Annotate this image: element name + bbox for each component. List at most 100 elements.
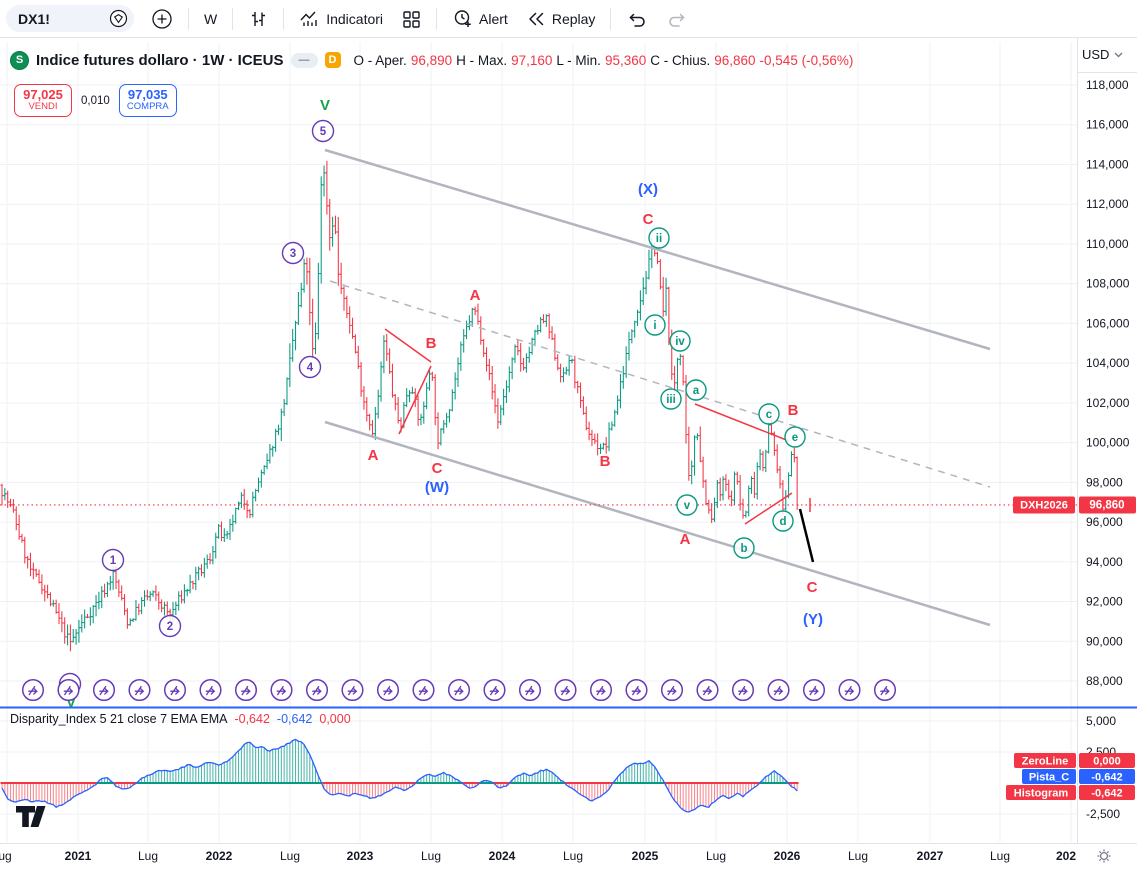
price-tick-label: 104,000 — [1086, 356, 1130, 370]
trendline-drawing[interactable] — [384, 328, 432, 363]
time-tick-label[interactable]: 2024 — [489, 849, 516, 863]
time-tick-label[interactable]: Lug — [706, 849, 726, 863]
indicator-legend[interactable]: Disparity_Index 5 21 close 7 EMA EMA -0,… — [10, 712, 351, 726]
trendline-drawing[interactable] — [398, 365, 432, 435]
wave-label-text: b — [740, 543, 747, 555]
contract-rollover-icon — [383, 685, 393, 696]
contract-rollover-icon[interactable] — [199, 678, 222, 702]
contract-rollover-icon[interactable] — [234, 678, 258, 702]
replay-button[interactable]: Replay — [517, 4, 605, 34]
timeframe-button[interactable]: W — [195, 4, 226, 34]
time-axis-background[interactable] — [0, 844, 1137, 869]
histogram-positive — [98, 739, 787, 783]
replay-rewind-icon — [526, 9, 546, 29]
time-tick-label[interactable]: 2022 — [206, 849, 233, 863]
gear-icon — [1099, 851, 1109, 861]
contract-rollover-icon[interactable] — [341, 678, 364, 702]
toolbar-divider — [188, 7, 189, 30]
price-axis-background[interactable] — [1077, 38, 1137, 869]
trendline-drawing[interactable] — [694, 403, 790, 442]
time-tick-label[interactable]: Lug — [848, 849, 868, 863]
contract-rollover-icon[interactable] — [838, 678, 861, 702]
wave-label-circle — [784, 426, 806, 448]
contract-rollover-icon[interactable] — [483, 678, 506, 702]
indicator-badge-value — [1079, 753, 1135, 768]
symbol-title[interactable]: Indice futures dollaro · 1W · ICEUS — [36, 51, 284, 69]
wave-label-text: i — [653, 320, 656, 332]
trendline-drawing[interactable] — [324, 420, 991, 627]
add-symbol-button[interactable] — [142, 4, 182, 34]
indicator-badge-value-text: 0,000 — [1093, 756, 1121, 768]
contract-rollover-icon[interactable] — [554, 678, 577, 702]
toolbar-divider — [232, 7, 234, 30]
contract-rollover-icon[interactable] — [802, 678, 826, 702]
time-tick-label[interactable]: Lug — [421, 849, 441, 863]
wave-label-text: 5 — [320, 126, 327, 138]
high-value: 97,160 — [511, 52, 553, 68]
price-tick-label: 100,000 — [1086, 436, 1130, 450]
trendline-drawing[interactable] — [798, 508, 815, 563]
contract-rollover-icon[interactable] — [92, 678, 116, 702]
contract-rollover-icon[interactable] — [447, 678, 471, 702]
time-tick-label[interactable]: 2026 — [774, 849, 801, 863]
time-tick-label[interactable]: Lug — [138, 849, 158, 863]
indicator-badge-name-text: Pista_C — [1029, 772, 1069, 784]
contract-rollover-icon[interactable] — [660, 678, 684, 702]
contract-rollover-icon[interactable] — [767, 678, 790, 702]
time-tick-label[interactable]: 2021 — [65, 849, 92, 863]
contract-rollover-icon[interactable] — [305, 678, 329, 702]
time-tick-label[interactable]: 2027 — [917, 849, 944, 863]
contract-rollover-icon[interactable] — [518, 678, 542, 702]
time-tick-label[interactable]: Lug — [990, 849, 1010, 863]
contract-rollover-icon[interactable] — [376, 678, 400, 702]
buy-button[interactable]: 97,035 COMPRA — [118, 84, 177, 117]
indicator-value-pista: -0,642 — [276, 712, 313, 726]
contract-rollover-icon[interactable] — [270, 678, 293, 702]
indicators-button[interactable]: Indicatori — [290, 4, 392, 34]
wave-label: a — [685, 379, 707, 401]
legend-collapse-button[interactable]: — — [290, 52, 318, 68]
contract-rollover-icon[interactable] — [21, 678, 45, 702]
price-tick-label: 96,000 — [1086, 515, 1123, 529]
currency-selector[interactable]: USD — [1082, 47, 1123, 62]
contract-rollover-icon — [99, 685, 109, 696]
contract-rollover-icon[interactable] — [128, 678, 151, 702]
trendline-drawing[interactable] — [744, 492, 793, 525]
time-tick-label[interactable]: 2023 — [347, 849, 374, 863]
contract-rollover-icon[interactable] — [412, 678, 435, 702]
contract-rollover-icon — [489, 685, 500, 696]
wave-label-text: B — [788, 402, 799, 419]
trendline-drawing[interactable] — [324, 148, 991, 351]
layout-grid-button[interactable] — [392, 4, 430, 34]
contract-rollover-icon[interactable] — [57, 678, 80, 702]
alert-button[interactable]: Alert — [443, 4, 517, 34]
time-tick-label[interactable]: 2025 — [632, 849, 659, 863]
wave-label: C — [432, 460, 443, 477]
time-tick-label[interactable]: Lug — [563, 849, 583, 863]
redo-button[interactable] — [657, 4, 697, 34]
chart-canvas[interactable]: V53412V5(X)CiiiiviiiavcedbBAC(Y)ABC(W)AB… — [0, 38, 1137, 869]
chart-style-button[interactable] — [239, 4, 277, 34]
contract-rollover-icon[interactable] — [163, 678, 187, 702]
toolbar-divider — [283, 7, 285, 30]
price-bars-down — [0, 160, 799, 652]
contract-rollover-icon[interactable] — [625, 678, 648, 702]
contract-rollover-icon — [631, 685, 642, 696]
contract-rollover-icon[interactable] — [873, 678, 897, 702]
wave-label-circle — [772, 510, 794, 532]
chart-settings-icon[interactable] — [1097, 849, 1111, 863]
time-tick-label[interactable]: Lug — [280, 849, 300, 863]
contract-rollover-icon[interactable] — [589, 678, 613, 702]
undo-button[interactable] — [617, 4, 657, 34]
toolbar-divider — [436, 7, 438, 30]
time-tick-label[interactable]: 202 — [1056, 849, 1076, 863]
diamond-icon[interactable] — [109, 9, 128, 28]
sell-button[interactable]: 97,025 VENDI — [14, 84, 72, 117]
wave-label-text: 3 — [290, 248, 296, 260]
contract-rollover-icon — [525, 685, 535, 696]
contract-rollover-icon[interactable] — [731, 678, 755, 702]
time-tick-label[interactable]: ug — [0, 849, 12, 863]
contract-rollover-icon[interactable] — [696, 678, 719, 702]
trendline-drawing[interactable] — [329, 280, 991, 488]
symbol-search[interactable]: DX1! — [6, 5, 134, 32]
